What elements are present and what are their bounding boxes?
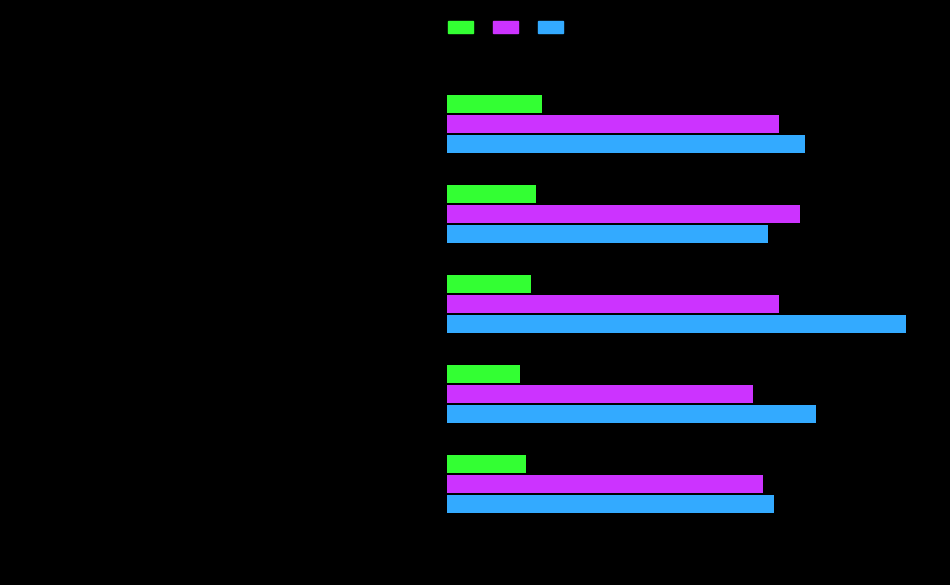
Bar (446, 386, 752, 403)
Bar (446, 276, 531, 293)
Bar (446, 225, 769, 243)
Bar (446, 185, 536, 204)
Bar (446, 315, 905, 333)
Bar (446, 475, 763, 493)
Legend: , , : , , (444, 16, 579, 39)
Bar (446, 115, 779, 133)
Bar (446, 95, 542, 113)
Bar (446, 495, 773, 513)
Bar (446, 456, 525, 473)
Bar (446, 295, 779, 313)
Bar (446, 135, 806, 153)
Bar (446, 366, 521, 383)
Bar (446, 405, 816, 423)
Bar (446, 205, 800, 223)
